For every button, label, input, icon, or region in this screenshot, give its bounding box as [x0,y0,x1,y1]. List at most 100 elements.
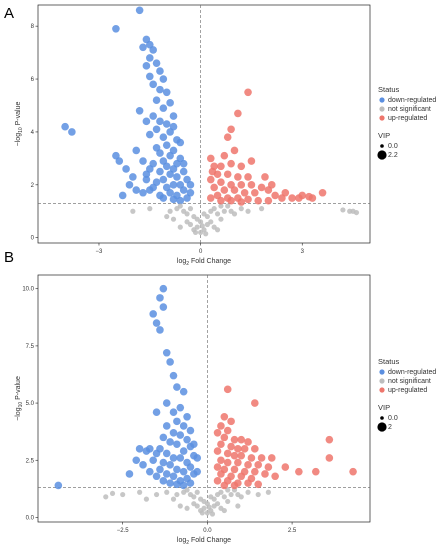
data-point [173,465,181,474]
data-point [162,120,171,128]
data-point [225,487,231,493]
data-point [122,165,130,173]
data-point [234,109,242,118]
data-point [179,186,188,194]
data-point [281,188,290,197]
data-point [162,470,171,478]
data-point [183,412,191,421]
data-point [193,454,202,462]
legend-swatch-ns [379,378,385,384]
data-point [174,206,180,212]
data-point [244,461,252,469]
x-tick-label: 3 [301,249,305,255]
x-axis-label-subscript: 2 [186,540,189,546]
data-point [227,125,235,134]
data-point [237,451,246,460]
data-point [130,208,136,214]
data-point [234,458,242,467]
data-point [223,426,232,435]
data-point [103,494,109,500]
data-point [217,470,225,478]
data-point [166,438,174,446]
data-point [230,146,239,155]
data-point [162,162,171,171]
data-point [267,454,276,462]
data-point [221,494,227,500]
data-point [149,80,157,89]
x-axis-label-part: Fold Change [189,258,231,265]
data-point [325,454,334,462]
data-point [170,496,177,502]
y-axis-label-subscript: 10 [18,402,24,408]
data-point [173,480,181,489]
data-point [350,208,356,214]
x-tick-label: −2.5 [117,528,130,534]
data-point [166,151,174,160]
legend-vip-entry: 0.0 [388,143,398,150]
data-point [149,183,157,192]
data-point [237,181,246,189]
data-point [213,447,222,455]
legend-status-title: Status [378,357,400,366]
x-tick-label: 0 [199,249,203,255]
data-point [223,385,232,394]
data-point [169,112,178,120]
data-point [166,128,174,136]
data-point [149,112,157,120]
data-point [159,284,168,293]
data-point [156,85,164,94]
data-point [179,481,188,490]
data-point [169,472,178,481]
data-point [166,170,174,179]
data-point [118,191,127,200]
data-point [295,467,303,476]
legend: Status down-regulated not significant up-re… [377,357,436,432]
data-point [170,216,177,222]
x-tick-label: −3 [96,249,104,255]
data-point [169,195,178,204]
data-point [218,203,224,209]
data-point [247,454,256,462]
x-tick-label: 0.0 [203,528,212,534]
series-up [213,385,357,490]
data-point [173,417,181,426]
data-point [166,358,174,366]
data-point [125,470,134,478]
data-point [206,504,212,510]
legend-status-title: Status [378,85,400,94]
y-axis-label-part: P-value [15,376,22,402]
data-point [152,408,161,417]
data-point [220,412,229,421]
series-up [206,88,327,206]
x-axis-label-part: log [177,537,186,544]
data-point [186,181,195,189]
data-point [238,494,244,500]
data-point [152,449,161,458]
x-axis-label-part: log [177,258,186,265]
data-point [220,481,229,490]
data-point [220,433,229,442]
data-point [240,445,249,453]
legend-entry: down-regulated [388,97,436,104]
legend-vip-size-swatch [377,422,387,432]
legend-entry: not significant [388,106,431,113]
data-point [234,445,242,453]
x-axis-label: log2 Fold Change [177,537,231,546]
data-point [264,463,273,471]
data-point [211,206,217,212]
data-point [218,216,224,222]
data-point [166,479,174,487]
data-point [177,503,183,509]
data-point [156,67,164,75]
data-point [152,59,161,67]
data-point [145,130,154,139]
data-point [227,442,235,451]
data-point [311,467,320,476]
data-point [214,227,221,233]
series-ns [103,487,271,517]
data-point [271,191,279,200]
data-point [186,479,195,487]
data-point [145,72,154,81]
data-point [187,206,194,212]
